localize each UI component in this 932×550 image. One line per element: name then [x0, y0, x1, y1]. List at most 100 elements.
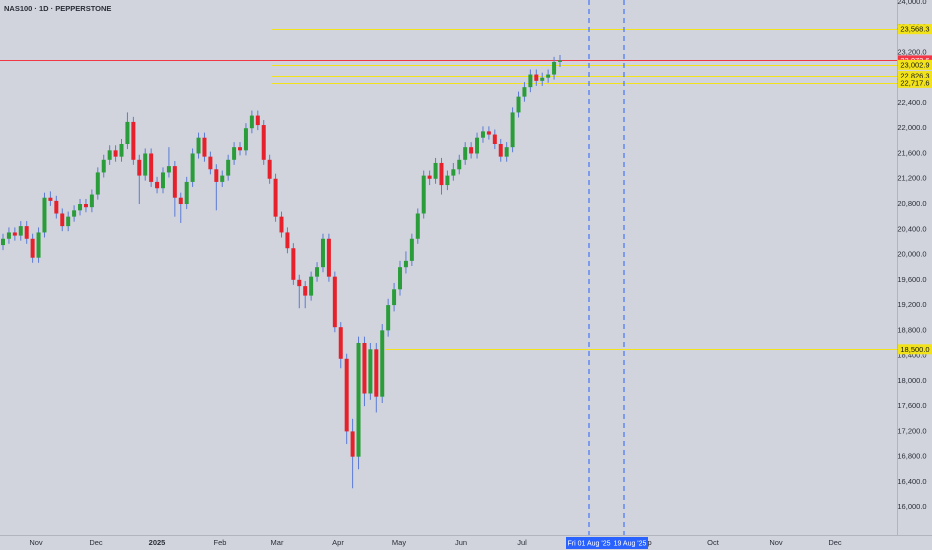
candle-body: [279, 216, 284, 233]
candle-body: [492, 134, 497, 145]
level-price-box: [898, 77, 932, 88]
candle-body: [415, 213, 420, 239]
candle-body: [534, 74, 539, 81]
x-tick-label: Feb: [214, 538, 227, 547]
candle-body: [326, 238, 331, 277]
candle-body: [552, 61, 557, 75]
candle-body: [297, 279, 302, 287]
x-tick-label: Jul: [517, 538, 527, 547]
level-price-box: [898, 71, 932, 82]
candle-body: [6, 232, 11, 239]
level-price-label: 22,717.6: [900, 78, 929, 87]
candle-body: [427, 175, 432, 179]
candle-body: [78, 204, 83, 211]
candle-body: [386, 305, 391, 331]
candle-body: [463, 147, 468, 160]
candle-body: [356, 342, 361, 457]
candle-body: [178, 197, 183, 205]
candle-body: [202, 137, 207, 157]
candle-body: [113, 150, 118, 157]
date-marker-box: [612, 537, 648, 549]
level-price-label: 18,500.0: [900, 345, 929, 354]
candle-body: [403, 260, 408, 268]
candle-body: [243, 128, 248, 151]
candle-body: [208, 156, 213, 170]
candle-body: [196, 137, 201, 154]
candle-body: [125, 121, 130, 145]
candle-body: [457, 159, 462, 170]
chart-title: NAS100 · 1D · PEPPERSTONE: [4, 4, 111, 13]
candle-body: [421, 175, 426, 214]
y-tick-label: 24,000.0: [897, 0, 926, 6]
x-tick-label: Apr: [332, 538, 344, 547]
candle-body: [190, 153, 195, 182]
level-price-box: [898, 59, 932, 70]
y-tick-label: 17,200.0: [897, 426, 926, 435]
candle-body: [166, 166, 171, 173]
candle-body: [409, 238, 414, 261]
y-tick-label: 21,600.0: [897, 148, 926, 157]
candle-body: [540, 77, 545, 81]
candle-body: [149, 153, 154, 182]
candle-body: [143, 153, 148, 176]
candle-body: [119, 144, 124, 157]
candle-body: [486, 131, 491, 135]
candle-body: [362, 342, 367, 394]
candle-body: [249, 115, 254, 129]
candle-body: [504, 147, 509, 157]
candle-body: [83, 204, 88, 208]
candle-body: [320, 238, 325, 268]
candle-body: [54, 200, 59, 214]
candle-body: [516, 96, 521, 113]
candle-body: [510, 112, 515, 148]
candle-body: [12, 232, 17, 236]
x-tick-label: May: [392, 538, 406, 547]
candle-body: [522, 87, 527, 97]
candle-body: [315, 267, 320, 277]
candle-body: [107, 150, 112, 160]
y-tick-label: 23,200.0: [897, 47, 926, 56]
candle-body: [392, 289, 397, 306]
candle-body: [344, 358, 349, 432]
candle-body: [36, 232, 41, 258]
y-tick-label: 22,000.0: [897, 123, 926, 132]
candle-body: [445, 175, 450, 186]
level-price-box: [898, 344, 932, 355]
candle-body: [24, 226, 29, 239]
candle-body: [469, 147, 474, 154]
candle-body: [261, 125, 266, 160]
candle-body: [368, 349, 373, 394]
candle-body: [42, 197, 47, 233]
candle-body: [172, 166, 177, 198]
y-tick-label: 19,600.0: [897, 275, 926, 284]
x-tick-label: 2025: [149, 538, 166, 547]
candle-body: [558, 60, 562, 62]
candle-body: [451, 169, 456, 176]
y-tick-label: 17,600.0: [897, 401, 926, 410]
candle-body: [160, 172, 165, 189]
candle-body: [498, 144, 503, 157]
y-tick-label: 19,200.0: [897, 300, 926, 309]
candle-body: [273, 178, 278, 217]
date-marker-label: Fri 01 Aug '25: [568, 540, 611, 547]
candle-body: [155, 181, 160, 189]
date-marker-box: [566, 537, 612, 549]
candle-body: [184, 181, 189, 205]
date-marker-label: 19 Aug '25: [614, 540, 647, 547]
candle-body: [267, 159, 272, 179]
candle-body: [528, 74, 533, 88]
candle-body: [546, 74, 551, 78]
x-tick-label: Dec: [828, 538, 842, 547]
candle-body: [226, 159, 231, 176]
candle-body: [30, 238, 35, 258]
candle-body: [480, 131, 485, 138]
candle-body: [95, 172, 100, 195]
candle-body: [66, 216, 71, 227]
y-tick-label: 21,200.0: [897, 174, 926, 183]
candle-body: [1, 238, 5, 246]
candle-body: [398, 267, 403, 290]
candle-body: [303, 286, 308, 296]
y-tick-label: 20,800.0: [897, 199, 926, 208]
candle-body: [238, 147, 243, 151]
candle-body: [72, 210, 77, 217]
